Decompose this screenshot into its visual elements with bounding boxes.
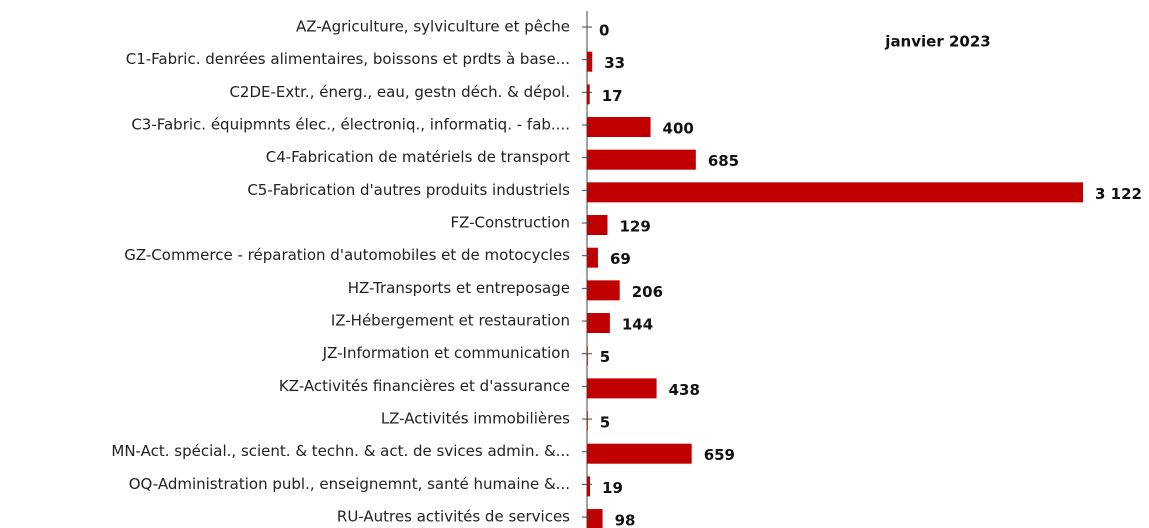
- bar: [587, 215, 608, 236]
- value-label: 129: [619, 218, 650, 236]
- bar: [587, 345, 588, 366]
- y-tick-label: JZ-Information et communication: [322, 344, 570, 362]
- bar: [587, 182, 1083, 203]
- y-tick-label: AZ-Agriculture, sylviculture et pêche: [296, 18, 570, 36]
- y-tick-label: C5-Fabrication d'autres produits industr…: [247, 181, 570, 199]
- y-tick-label: IZ-Hébergement et restauration: [331, 312, 570, 330]
- y-tick-label: C2DE-Extr., énerg., eau, gestn déch. & d…: [229, 83, 570, 101]
- bar: [587, 84, 590, 105]
- bar: [587, 443, 692, 464]
- y-tick-label: C1-Fabric. denrées alimentaires, boisson…: [126, 50, 570, 68]
- value-label: 438: [669, 381, 700, 399]
- y-tick-label: RU-Autres activités de services: [337, 508, 570, 526]
- value-label: 144: [622, 316, 653, 334]
- y-tick-label: HZ-Transports et entreposage: [348, 279, 570, 297]
- value-label: 3 122: [1095, 185, 1142, 203]
- bar: [587, 313, 610, 334]
- legend-label: janvier 2023: [884, 33, 990, 51]
- value-label: 69: [610, 250, 631, 268]
- bar: [587, 280, 620, 301]
- bar: [587, 149, 696, 170]
- y-tick-label: GZ-Commerce - réparation d'automobiles e…: [124, 246, 570, 264]
- value-label: 19: [602, 479, 623, 497]
- value-label: 685: [708, 152, 739, 170]
- value-label: 17: [602, 87, 623, 105]
- bar: [587, 476, 591, 497]
- y-tick-label: OQ-Administration publ., enseignemnt, sa…: [129, 475, 570, 493]
- value-label: 0: [599, 22, 609, 40]
- value-label: 659: [704, 446, 735, 464]
- bar: [587, 411, 588, 432]
- bar: [587, 378, 657, 399]
- value-label: 5: [600, 348, 610, 366]
- y-tick-label: FZ-Construction: [450, 214, 570, 232]
- bar: [587, 509, 603, 528]
- y-tick-label: C4-Fabrication de matériels de transport: [266, 148, 570, 166]
- y-tick-label: KZ-Activités financières et d'assurance: [279, 377, 570, 395]
- value-label: 206: [632, 283, 663, 301]
- value-label: 33: [604, 54, 625, 72]
- value-label: 98: [615, 512, 636, 528]
- value-label: 400: [663, 120, 694, 138]
- bar: [587, 117, 651, 138]
- y-tick-label: LZ-Activités immobilières: [381, 410, 570, 428]
- bar: [587, 247, 598, 268]
- bar: [587, 51, 593, 72]
- y-tick-label: MN-Act. spécial., scient. & techn. & act…: [111, 442, 570, 460]
- value-label: 5: [600, 414, 610, 432]
- y-tick-label: C3-Fabric. équipmnts élec., électroniq.,…: [131, 116, 570, 134]
